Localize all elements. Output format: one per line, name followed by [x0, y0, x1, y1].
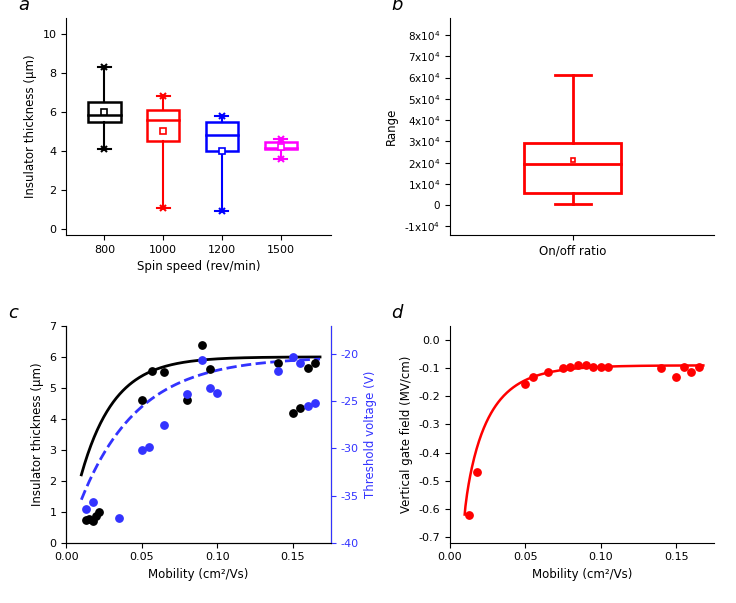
Point [302, 402, 314, 411]
X-axis label: Mobility (cm²/Vs): Mobility (cm²/Vs) [531, 568, 632, 581]
Point [181, 396, 193, 405]
Bar [147, 110, 180, 141]
Point [580, 361, 592, 370]
Point [463, 510, 475, 519]
Point [678, 362, 690, 371]
X-axis label: Mobility (cm²/Vs): Mobility (cm²/Vs) [148, 568, 249, 581]
Point [542, 368, 553, 377]
Point [670, 372, 682, 382]
Y-axis label: Insulator thickness (μm): Insulator thickness (μm) [24, 55, 37, 198]
Point [181, 389, 193, 399]
Point [310, 358, 322, 368]
X-axis label: Spin speed (rev/min): Spin speed (rev/min) [137, 260, 260, 273]
Y-axis label: Vertical gate field (MV/cm): Vertical gate field (MV/cm) [400, 356, 413, 513]
Point [197, 339, 208, 349]
Point [136, 396, 148, 405]
Text: c: c [8, 303, 18, 321]
Point [602, 362, 614, 371]
Text: d: d [392, 303, 403, 321]
Text: b: b [392, 0, 403, 14]
Point [655, 364, 667, 373]
Point [146, 366, 158, 376]
Y-axis label: Range: Range [386, 108, 398, 145]
Point [272, 358, 283, 368]
Point [527, 372, 539, 382]
Point [519, 379, 531, 388]
Point [557, 364, 569, 373]
Point [287, 408, 299, 417]
Point [113, 513, 125, 523]
Point [88, 497, 99, 507]
Point [211, 388, 223, 397]
Point [144, 442, 155, 452]
Point [204, 364, 216, 374]
Point [685, 368, 697, 377]
Text: a: a [18, 0, 29, 14]
Point [294, 403, 306, 413]
Point [294, 358, 306, 368]
Point [80, 516, 92, 525]
Point [88, 516, 99, 526]
Point [272, 366, 283, 376]
Point [83, 514, 95, 524]
Point [302, 363, 314, 373]
Point [158, 368, 170, 377]
Point [587, 362, 599, 371]
Point [136, 445, 148, 455]
Point [572, 361, 584, 370]
Point [197, 355, 208, 365]
Bar [264, 142, 297, 149]
Point [158, 420, 170, 430]
Point [595, 362, 606, 371]
Point [287, 352, 299, 362]
Point [471, 467, 483, 477]
Point [693, 362, 704, 371]
Y-axis label: Insulator thickness (μm): Insulator thickness (μm) [31, 362, 44, 506]
Bar [525, 144, 621, 194]
Point [310, 399, 322, 408]
Y-axis label: Threshold voltage (V): Threshold voltage (V) [364, 371, 377, 498]
Point [93, 507, 105, 517]
Bar [206, 122, 238, 151]
Point [204, 383, 216, 393]
Bar [88, 102, 121, 122]
Point [91, 511, 102, 521]
Point [80, 504, 92, 514]
Point [565, 362, 576, 371]
